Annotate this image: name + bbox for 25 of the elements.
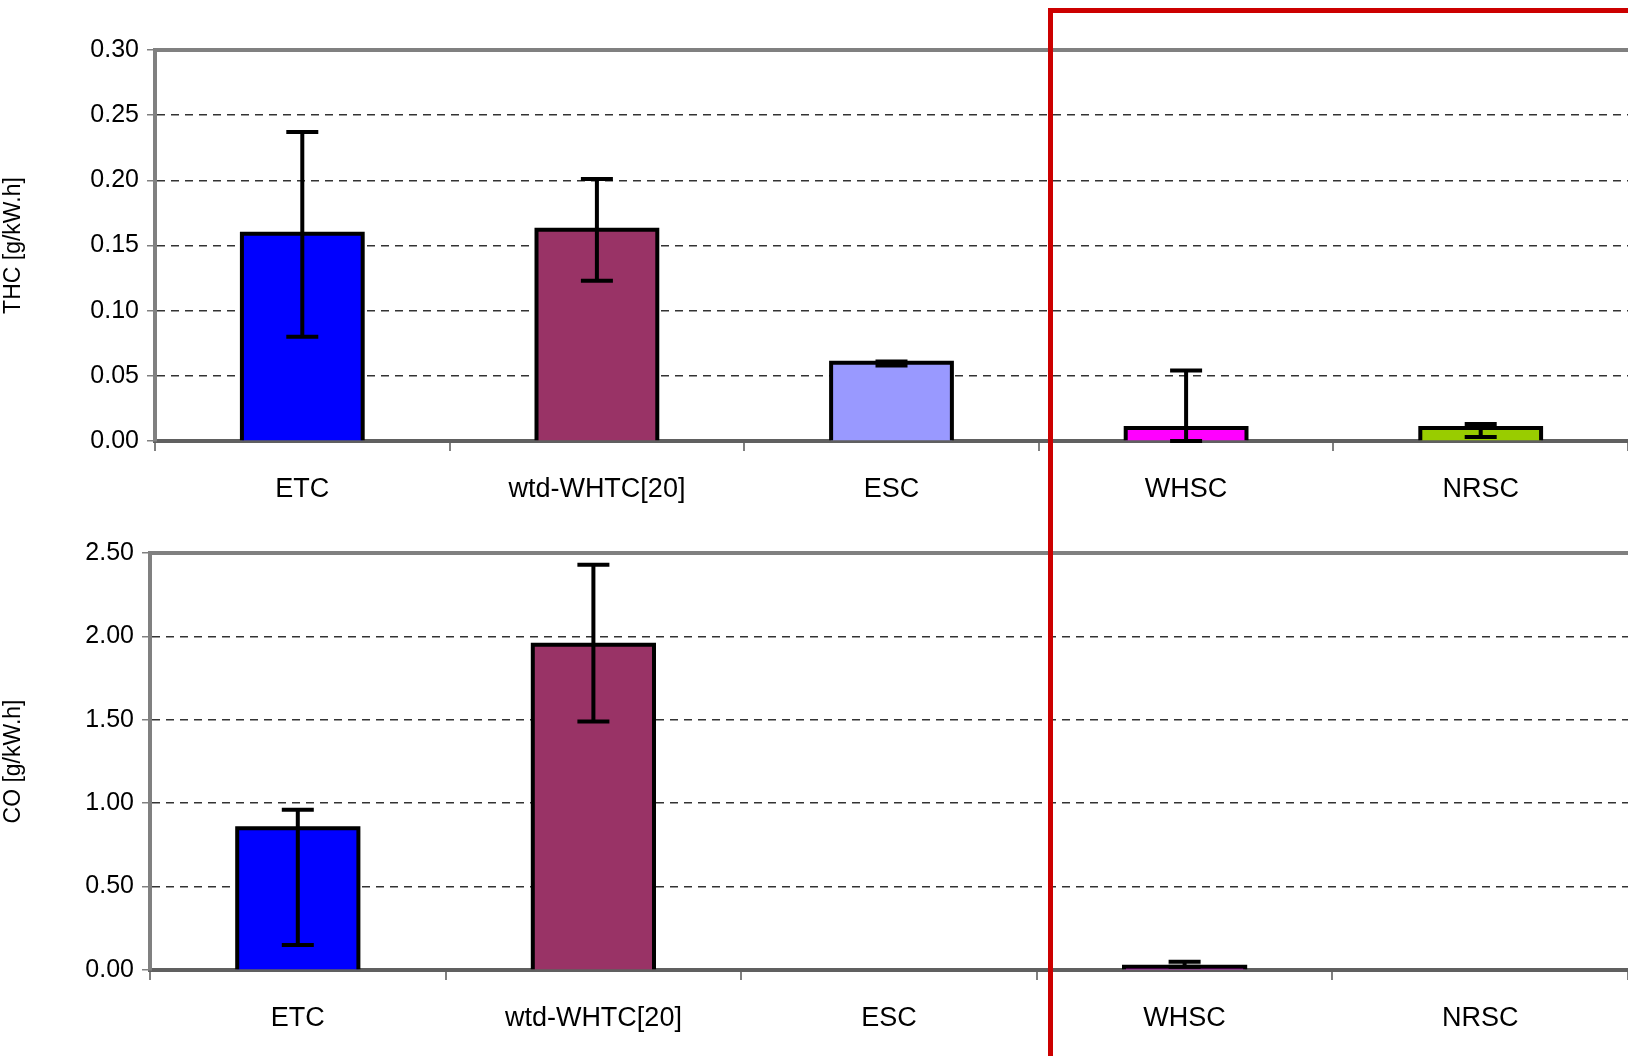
x-tick-label: wtd-WHTC[20]	[507, 472, 686, 503]
y-tick-label: 0.25	[90, 99, 139, 128]
x-tick-label: WHSC	[1143, 1001, 1226, 1032]
y-tick-label: 1.50	[85, 703, 134, 732]
y-tick-label: 0.00	[85, 953, 134, 982]
x-tick-label: ETC	[275, 472, 330, 503]
x-tick-label: NRSC	[1442, 472, 1519, 503]
y-axis-title: CO [g/kW.h]	[0, 699, 26, 824]
y-axis-title: THC [g/kW.h]	[0, 177, 26, 314]
x-tick-label: NRSC	[1441, 1001, 1519, 1032]
y-tick-label: 2.50	[85, 536, 134, 565]
y-tick-label: 1.00	[85, 787, 134, 816]
x-tick-label: wtd-WHTC[20]	[503, 1001, 682, 1032]
x-tick-label: ETC	[270, 1001, 325, 1032]
y-tick-label: 0.15	[90, 229, 139, 258]
y-tick-label: 0.20	[90, 164, 139, 193]
y-tick-label: 0.05	[90, 359, 139, 388]
x-tick-label: ESC	[861, 1001, 917, 1032]
y-tick-label: 0.10	[90, 294, 139, 323]
y-tick-label: 2.00	[85, 620, 134, 649]
y-tick-label: 0.00	[90, 424, 139, 453]
x-tick-label: WHSC	[1144, 472, 1228, 503]
y-tick-label: 0.30	[90, 33, 139, 62]
x-tick-label: ESC	[863, 472, 920, 503]
y-tick-label: 0.50	[85, 870, 134, 899]
